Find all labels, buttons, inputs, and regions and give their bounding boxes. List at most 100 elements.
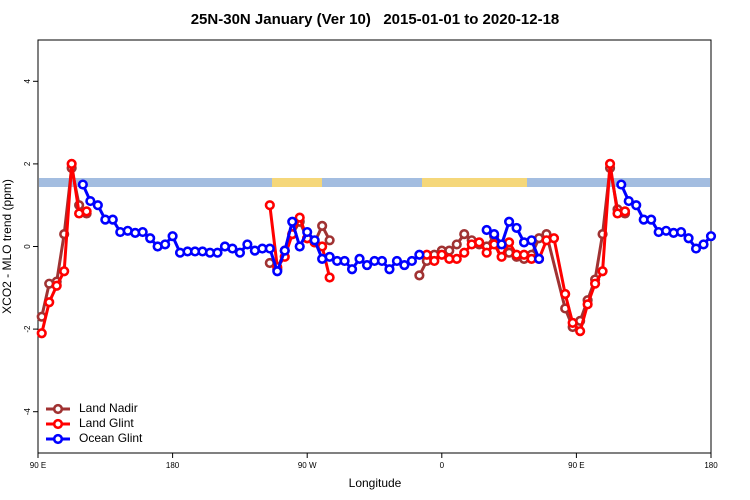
data-point (346, 264, 358, 275)
x-tick-label: 180 (166, 461, 180, 470)
data-point (526, 235, 537, 246)
data-point (361, 259, 373, 271)
data-point (504, 216, 515, 227)
y-axis-label: XCO2 - MLO trend (ppm) (0, 179, 14, 314)
data-point (399, 259, 410, 271)
plot-frame (37, 39, 712, 454)
data-point (589, 278, 601, 289)
data-point (66, 158, 77, 169)
data-point (575, 326, 586, 337)
data-point (414, 270, 425, 281)
data-point (272, 266, 283, 277)
data-point (518, 249, 530, 260)
data-point (59, 266, 70, 277)
data-point (459, 229, 470, 240)
data-point (279, 245, 290, 256)
data-point (354, 253, 365, 264)
data-point (77, 179, 88, 190)
data-point (242, 239, 253, 250)
legend-label: Land Nadir (79, 401, 138, 415)
data-point (212, 247, 223, 258)
data-point (384, 264, 395, 275)
legend-label: Land Glint (79, 416, 134, 430)
data-point (145, 233, 156, 244)
data-point (107, 214, 118, 225)
legend-marker (52, 433, 64, 445)
x-axis-label: Longitude (349, 476, 402, 490)
data-point (92, 200, 103, 211)
y-tick-label: 4 (23, 79, 32, 84)
x-tick-label: 180 (704, 461, 718, 470)
data-point (324, 235, 335, 246)
data-point (481, 247, 492, 258)
y-tick-label: -2 (23, 325, 32, 333)
data-point (705, 231, 717, 242)
data-point (619, 206, 631, 217)
land-band (272, 178, 322, 187)
x-tick-label: 90 W (298, 461, 317, 470)
data-point (227, 243, 238, 254)
legend-marker (52, 403, 64, 415)
x-tick-label: 90 E (30, 461, 46, 470)
data-point (533, 253, 545, 264)
data-point (414, 249, 425, 260)
series-line (40, 162, 626, 334)
data-point (167, 231, 178, 242)
data-point (406, 255, 417, 267)
land-band (422, 178, 527, 187)
data-point (391, 255, 403, 267)
data-point (44, 297, 55, 308)
data-point (459, 247, 470, 258)
data-point (690, 243, 702, 254)
data-point (548, 233, 560, 244)
data-point (302, 226, 313, 238)
legend-marker (52, 418, 64, 430)
data-point (429, 255, 440, 267)
ocean-band (39, 178, 710, 187)
data-point (489, 229, 500, 240)
data-point (567, 317, 578, 329)
legend-label: Ocean Glint (79, 431, 143, 445)
y-tick-label: 2 (23, 161, 32, 166)
data-point (36, 328, 47, 339)
x-tick-label: 90 E (568, 461, 584, 470)
data-point (496, 251, 507, 262)
data-point (582, 299, 593, 310)
data-point (698, 239, 709, 250)
data-point (604, 158, 616, 169)
data-point (324, 251, 335, 262)
data-point (511, 222, 522, 234)
data-point (160, 239, 171, 250)
data-point (646, 214, 657, 225)
data-point (631, 200, 642, 211)
data-point (264, 200, 275, 211)
data-point (451, 253, 462, 264)
data-point (623, 195, 634, 207)
data-point (597, 266, 608, 277)
data-point (137, 226, 148, 238)
data-point (675, 226, 687, 238)
data-point (560, 288, 571, 300)
data-point (451, 239, 462, 250)
data-point (376, 255, 388, 267)
data-point (317, 220, 328, 231)
x-tick-label: 0 (440, 461, 445, 470)
data-point (474, 237, 485, 248)
y-tick-label: -4 (23, 408, 32, 416)
data-point (339, 255, 350, 267)
data-point (683, 233, 694, 244)
data-point (324, 272, 335, 283)
data-point (436, 249, 447, 260)
y-tick-label: 0 (23, 244, 32, 249)
data-point (51, 280, 62, 291)
data-point (234, 247, 245, 258)
data-point (481, 224, 492, 236)
data-point (264, 243, 275, 254)
land-mask-band (39, 178, 710, 187)
data-point (81, 206, 92, 217)
data-point (85, 195, 96, 207)
data-point (496, 239, 507, 250)
series-line (40, 166, 626, 329)
chart-title: 25N-30N January (Ver 10) 2015-01-01 to 2… (191, 11, 560, 28)
